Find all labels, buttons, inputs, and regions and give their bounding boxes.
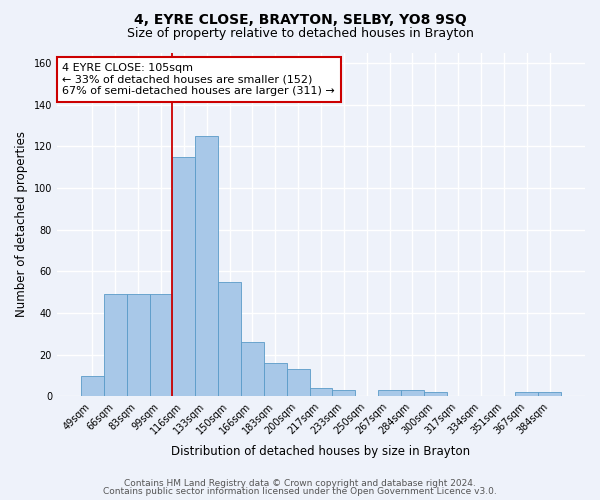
Bar xyxy=(401,390,424,396)
Text: 4 EYRE CLOSE: 105sqm
← 33% of detached houses are smaller (152)
67% of semi-deta: 4 EYRE CLOSE: 105sqm ← 33% of detached h… xyxy=(62,63,335,96)
X-axis label: Distribution of detached houses by size in Brayton: Distribution of detached houses by size … xyxy=(172,444,470,458)
Bar xyxy=(424,392,446,396)
Bar xyxy=(378,390,401,396)
Y-axis label: Number of detached properties: Number of detached properties xyxy=(15,132,28,318)
Bar xyxy=(218,282,241,397)
Text: Size of property relative to detached houses in Brayton: Size of property relative to detached ho… xyxy=(127,28,473,40)
Bar xyxy=(332,390,355,396)
Text: Contains HM Land Registry data © Crown copyright and database right 2024.: Contains HM Land Registry data © Crown c… xyxy=(124,478,476,488)
Bar xyxy=(241,342,264,396)
Bar xyxy=(310,388,332,396)
Bar xyxy=(515,392,538,396)
Bar xyxy=(81,376,104,396)
Bar xyxy=(104,294,127,396)
Text: Contains public sector information licensed under the Open Government Licence v3: Contains public sector information licen… xyxy=(103,487,497,496)
Bar xyxy=(195,136,218,396)
Bar xyxy=(538,392,561,396)
Bar xyxy=(127,294,149,396)
Bar xyxy=(287,370,310,396)
Bar xyxy=(172,156,195,396)
Bar xyxy=(264,363,287,396)
Text: 4, EYRE CLOSE, BRAYTON, SELBY, YO8 9SQ: 4, EYRE CLOSE, BRAYTON, SELBY, YO8 9SQ xyxy=(134,12,466,26)
Bar xyxy=(149,294,172,396)
